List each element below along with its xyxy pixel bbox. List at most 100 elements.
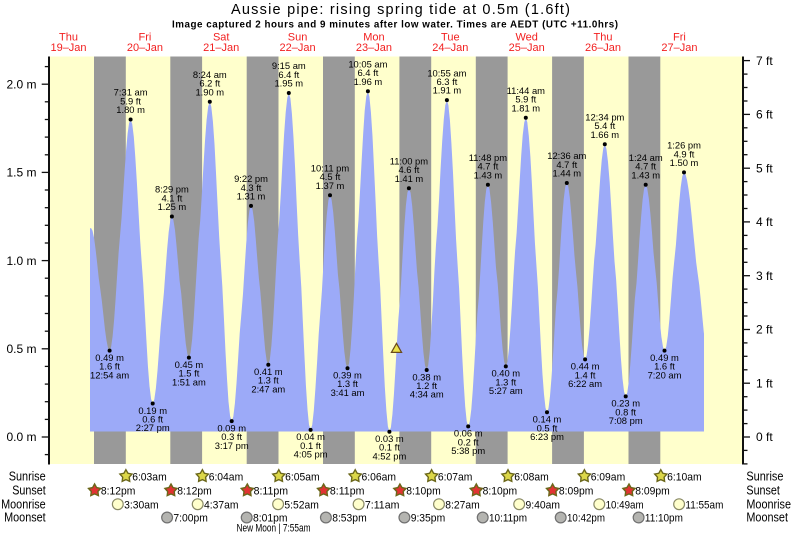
svg-text:0.40 m: 0.40 m bbox=[491, 368, 520, 379]
svg-text:5:38 pm: 5:38 pm bbox=[451, 445, 485, 456]
svg-text:1.0 m: 1.0 m bbox=[6, 254, 36, 268]
svg-text:6.2 ft: 6.2 ft bbox=[199, 78, 220, 89]
svg-text:Moonset: Moonset bbox=[746, 510, 788, 525]
svg-text:8:12pm: 8:12pm bbox=[101, 486, 135, 498]
svg-text:1.41 m: 1.41 m bbox=[395, 173, 424, 184]
svg-text:10:11 pm: 10:11 pm bbox=[311, 163, 350, 174]
svg-text:5.9 ft: 5.9 ft bbox=[515, 94, 536, 105]
svg-text:3:41 am: 3:41 am bbox=[331, 387, 365, 398]
svg-text:4.5 ft: 4.5 ft bbox=[320, 171, 341, 182]
svg-text:Image captured 2 hours and 9 m: Image captured 2 hours and 9 minutes aft… bbox=[172, 20, 618, 31]
svg-text:1.3 ft: 1.3 ft bbox=[337, 378, 358, 389]
svg-text:12:36 am: 12:36 am bbox=[547, 150, 586, 161]
svg-text:6:23 pm: 6:23 pm bbox=[530, 431, 564, 442]
svg-text:6:10am: 6:10am bbox=[667, 471, 702, 483]
svg-text:1.91 m: 1.91 m bbox=[433, 85, 462, 96]
svg-text:7:08 pm: 7:08 pm bbox=[609, 415, 643, 426]
svg-text:1.5 ft: 1.5 ft bbox=[178, 368, 199, 379]
svg-text:1.3 ft: 1.3 ft bbox=[495, 376, 516, 387]
svg-text:8:11pm: 8:11pm bbox=[330, 486, 365, 498]
svg-text:0.5 ft: 0.5 ft bbox=[537, 422, 558, 433]
svg-text:4.9 ft: 4.9 ft bbox=[674, 148, 695, 159]
svg-text:8:10pm: 8:10pm bbox=[406, 486, 441, 498]
svg-text:4:52 pm: 4:52 pm bbox=[372, 450, 406, 461]
svg-text:20–Jan: 20–Jan bbox=[127, 42, 163, 54]
svg-text:1.43 m: 1.43 m bbox=[474, 169, 503, 180]
svg-text:5:27 am: 5:27 am bbox=[489, 385, 523, 396]
svg-text:10:55 am: 10:55 am bbox=[427, 67, 466, 78]
svg-text:0.3 ft: 0.3 ft bbox=[221, 431, 242, 442]
svg-text:9:35pm: 9:35pm bbox=[411, 513, 446, 525]
svg-text:3:30am: 3:30am bbox=[124, 499, 159, 511]
svg-text:Mon: Mon bbox=[363, 32, 384, 44]
svg-text:Aussie pipe: rising spring ti: Aussie pipe: rising spring tide at 0.5m … bbox=[231, 2, 570, 18]
svg-text:23–Jan: 23–Jan bbox=[356, 42, 392, 54]
svg-text:6:08am: 6:08am bbox=[514, 471, 549, 483]
svg-text:1.81 m: 1.81 m bbox=[511, 102, 540, 113]
svg-text:12:54 am: 12:54 am bbox=[90, 369, 129, 380]
svg-text:Moonset: Moonset bbox=[4, 510, 46, 525]
svg-text:4:37am: 4:37am bbox=[204, 499, 239, 511]
svg-text:4 ft: 4 ft bbox=[756, 215, 773, 229]
svg-text:Moonrise: Moonrise bbox=[1, 496, 46, 511]
svg-text:Tue: Tue bbox=[441, 32, 460, 44]
svg-text:1.95 m: 1.95 m bbox=[274, 78, 303, 89]
svg-text:5.9 ft: 5.9 ft bbox=[120, 95, 141, 106]
svg-text:1.96 m: 1.96 m bbox=[354, 76, 383, 87]
svg-text:1.90 m: 1.90 m bbox=[195, 86, 224, 97]
svg-text:0.45 m: 0.45 m bbox=[175, 359, 204, 370]
svg-text:4.3 ft: 4.3 ft bbox=[241, 182, 262, 193]
svg-text:6 ft: 6 ft bbox=[756, 108, 773, 122]
svg-text:0.49 m: 0.49 m bbox=[650, 352, 679, 363]
svg-text:11:10pm: 11:10pm bbox=[645, 513, 683, 525]
svg-text:Fri: Fri bbox=[673, 32, 686, 44]
svg-text:1.25 m: 1.25 m bbox=[158, 201, 187, 212]
svg-text:7:20 am: 7:20 am bbox=[648, 369, 682, 380]
svg-text:9:15 am: 9:15 am bbox=[272, 60, 306, 71]
svg-text:10:05 am: 10:05 am bbox=[348, 59, 387, 70]
svg-text:0.49 m: 0.49 m bbox=[95, 352, 124, 363]
svg-text:0.2 ft: 0.2 ft bbox=[458, 436, 479, 447]
svg-text:Sun: Sun bbox=[288, 32, 308, 44]
svg-text:6.4 ft: 6.4 ft bbox=[278, 69, 299, 80]
svg-text:6:09am: 6:09am bbox=[591, 471, 626, 483]
svg-text:5 ft: 5 ft bbox=[756, 161, 773, 175]
svg-text:4:34 am: 4:34 am bbox=[410, 389, 444, 400]
svg-text:New Moon | 7:55am: New Moon | 7:55am bbox=[237, 523, 311, 535]
svg-text:Sunrise: Sunrise bbox=[9, 468, 46, 483]
svg-text:1.6 ft: 1.6 ft bbox=[654, 361, 675, 372]
svg-text:1.5 m: 1.5 m bbox=[6, 166, 36, 180]
svg-text:3:17 pm: 3:17 pm bbox=[215, 440, 249, 451]
svg-text:3 ft: 3 ft bbox=[756, 269, 773, 283]
svg-text:9:22 pm: 9:22 pm bbox=[234, 173, 268, 184]
svg-text:27–Jan: 27–Jan bbox=[661, 42, 697, 54]
svg-text:11:44 am: 11:44 am bbox=[507, 85, 546, 96]
svg-text:Sat: Sat bbox=[213, 32, 230, 44]
svg-text:21–Jan: 21–Jan bbox=[203, 42, 239, 54]
svg-text:7:00pm: 7:00pm bbox=[173, 513, 208, 525]
svg-text:8:12pm: 8:12pm bbox=[177, 486, 212, 498]
svg-text:6:05am: 6:05am bbox=[285, 471, 320, 483]
svg-text:1.6 ft: 1.6 ft bbox=[99, 361, 120, 372]
svg-text:6:03am: 6:03am bbox=[132, 471, 167, 483]
svg-text:0.6 ft: 0.6 ft bbox=[142, 414, 163, 425]
svg-text:0.09 m: 0.09 m bbox=[217, 422, 246, 433]
svg-text:0.06 m: 0.06 m bbox=[454, 428, 483, 439]
svg-text:9:40am: 9:40am bbox=[526, 499, 561, 511]
svg-text:25–Jan: 25–Jan bbox=[509, 42, 545, 54]
svg-text:11:55am: 11:55am bbox=[685, 499, 723, 511]
svg-text:0.0 m: 0.0 m bbox=[6, 430, 36, 444]
svg-text:6:07am: 6:07am bbox=[438, 471, 473, 483]
svg-text:0.39 m: 0.39 m bbox=[333, 370, 362, 381]
svg-text:0.5 m: 0.5 m bbox=[6, 342, 36, 356]
svg-text:0.41 m: 0.41 m bbox=[254, 366, 283, 377]
svg-text:11:00 pm: 11:00 pm bbox=[390, 156, 429, 167]
svg-text:2:27 pm: 2:27 pm bbox=[136, 422, 170, 433]
svg-text:0.19 m: 0.19 m bbox=[138, 405, 167, 416]
svg-text:2:47 am: 2:47 am bbox=[251, 383, 285, 394]
svg-text:5:52am: 5:52am bbox=[284, 499, 319, 511]
svg-text:1.43 m: 1.43 m bbox=[631, 169, 660, 180]
svg-text:1.80 m: 1.80 m bbox=[116, 104, 145, 115]
svg-text:1:24 am: 1:24 am bbox=[629, 152, 663, 163]
svg-text:0.38 m: 0.38 m bbox=[412, 371, 441, 382]
